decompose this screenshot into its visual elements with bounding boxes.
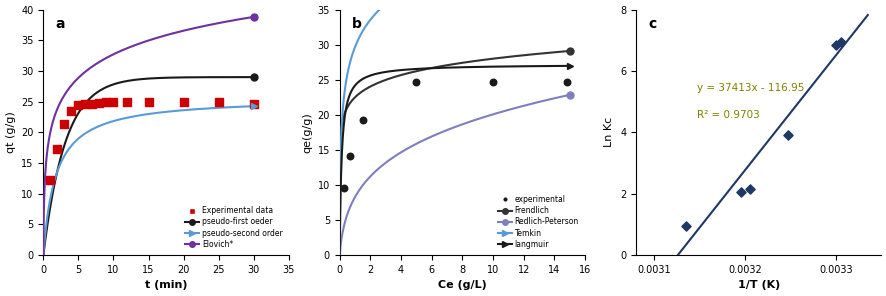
Point — [64, 109, 78, 113]
Y-axis label: qt (g/g): qt (g/g) — [5, 112, 16, 153]
Point — [99, 100, 113, 105]
Y-axis label: qe(g/g): qe(g/g) — [301, 112, 312, 153]
Text: c: c — [648, 17, 656, 31]
Point — [43, 178, 58, 183]
Point — [337, 185, 351, 190]
Point — [176, 100, 190, 105]
Point — [780, 133, 794, 138]
Point — [486, 79, 500, 84]
Point — [58, 122, 72, 127]
Point — [559, 79, 573, 84]
Point — [742, 187, 756, 192]
Point — [355, 118, 369, 123]
Point — [833, 39, 847, 44]
Point — [828, 43, 842, 47]
Point — [120, 100, 135, 105]
X-axis label: Ce (g/L): Ce (g/L) — [438, 280, 486, 290]
X-axis label: t (min): t (min) — [144, 280, 187, 290]
Point — [733, 190, 747, 194]
Legend: Experimental data, pseudo-first oeder, pseudo-second order, Elovich*: Experimental data, pseudo-first oeder, p… — [183, 204, 284, 251]
Point — [678, 224, 692, 229]
Point — [71, 102, 85, 107]
Point — [246, 101, 260, 106]
Point — [78, 102, 92, 107]
X-axis label: 1/T (K): 1/T (K) — [737, 280, 779, 290]
Y-axis label: Ln Kc: Ln Kc — [603, 117, 614, 147]
Point — [211, 100, 225, 105]
Point — [92, 101, 106, 105]
Text: b: b — [352, 17, 361, 31]
Point — [85, 101, 99, 106]
Point — [51, 147, 65, 151]
Point — [343, 154, 357, 159]
Legend: experimental, Frendlich, Redlich-Peterson, Temkin, langmuir: experimental, Frendlich, Redlich-Peterso… — [495, 193, 580, 251]
Text: a: a — [56, 17, 65, 31]
Point — [106, 100, 120, 105]
Text: y = 37413x - 116.95: y = 37413x - 116.95 — [696, 83, 804, 93]
Point — [141, 100, 155, 105]
Point — [408, 79, 423, 84]
Text: R² = 0.9703: R² = 0.9703 — [696, 110, 759, 120]
